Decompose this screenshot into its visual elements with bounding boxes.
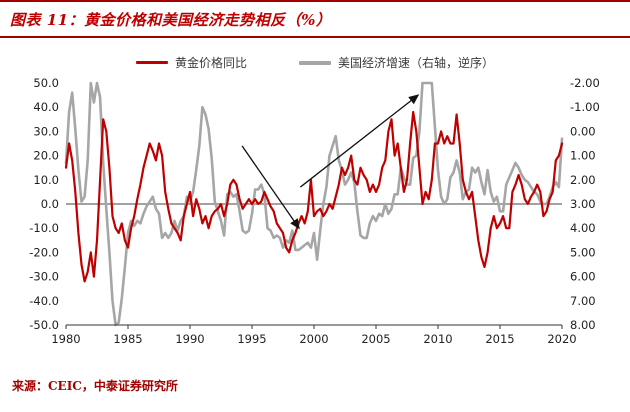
source-note: 来源：CEIC，中泰证券研究所	[12, 379, 178, 393]
trend-arrow	[299, 94, 420, 188]
svg-text:-10.0: -10.0	[29, 221, 59, 235]
svg-text:3.00: 3.00	[570, 197, 596, 211]
svg-text:7.00: 7.00	[570, 294, 596, 308]
svg-text:2015: 2015	[485, 332, 514, 346]
chart-legend: 黄金价格同比 美国经济增速（右轴，逆序）	[0, 38, 630, 73]
svg-text:1985: 1985	[113, 332, 142, 346]
svg-text:-40.0: -40.0	[29, 294, 59, 308]
svg-text:2010: 2010	[423, 332, 452, 346]
svg-text:-2.00: -2.00	[570, 76, 600, 90]
chart-area: 1980 1985 1990 1995 2000 2005 2010 2015 2020 50.0…	[0, 73, 630, 361]
svg-text:1.00: 1.00	[570, 149, 596, 163]
svg-text:1980: 1980	[51, 332, 80, 346]
svg-text:8.00: 8.00	[570, 318, 596, 332]
gold-yoy-line	[64, 110, 564, 283]
svg-text:2.00: 2.00	[570, 173, 596, 187]
svg-text:30.0: 30.0	[33, 124, 59, 138]
us-growth-line-swatch	[299, 60, 331, 65]
svg-text:20.0: 20.0	[33, 149, 59, 163]
legend-label-us-growth: 美国经济增速（右轴，逆序）	[338, 56, 495, 70]
svg-text:-50.0: -50.0	[29, 318, 59, 332]
svg-text:0.0: 0.0	[41, 197, 59, 211]
svg-text:10.0: 10.0	[33, 173, 59, 187]
us-growth-line	[64, 81, 564, 327]
svg-text:-30.0: -30.0	[29, 270, 59, 284]
svg-text:1990: 1990	[175, 332, 204, 346]
svg-text:1995: 1995	[237, 332, 266, 346]
svg-text:6.00: 6.00	[570, 270, 596, 284]
legend-label-gold: 黄金价格同比	[174, 56, 247, 70]
svg-text:4.00: 4.00	[570, 221, 596, 235]
svg-text:2000: 2000	[299, 332, 328, 346]
gold-line-swatch	[135, 61, 168, 64]
trend-arrow	[241, 145, 300, 230]
chart-svg: 1980 1985 1990 1995 2000 2005 2010 2015 2020 50.0…	[29, 76, 600, 346]
figure-header: 图表 11：黄金价格和美国经济走势相反（%）	[0, 0, 630, 38]
svg-text:2005: 2005	[361, 332, 390, 346]
svg-text:0.00: 0.00	[570, 124, 596, 138]
svg-text:5.00: 5.00	[570, 245, 596, 259]
svg-text:2020: 2020	[547, 332, 576, 346]
figure-title: 图表 11：黄金价格和美国经济走势相反（%）	[10, 11, 332, 29]
legend-item-gold: 黄金价格同比	[135, 54, 247, 71]
svg-text:-20.0: -20.0	[29, 245, 59, 259]
svg-text:-1.00: -1.00	[570, 100, 600, 114]
svg-text:40.0: 40.0	[33, 100, 59, 114]
svg-text:50.0: 50.0	[33, 76, 59, 90]
legend-item-us-growth: 美国经济增速（右轴，逆序）	[299, 54, 494, 71]
